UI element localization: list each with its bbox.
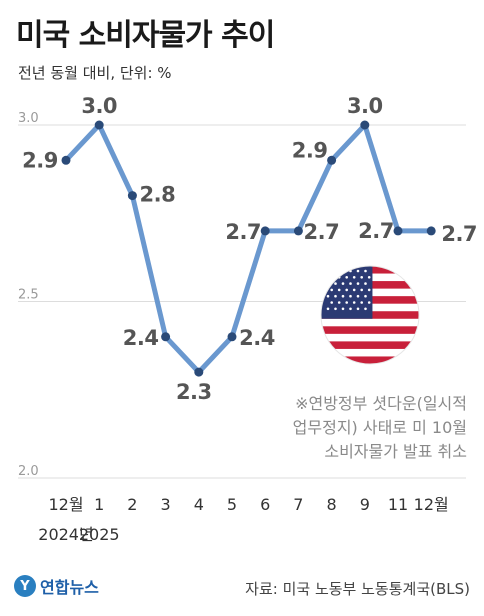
y-tick-label: 2.5 — [18, 288, 39, 303]
cpi-series-line — [63, 122, 434, 375]
data-point — [293, 226, 303, 236]
x-tick-label: 12월 — [48, 495, 83, 514]
note-line: 소비자물가 발표 취소 — [324, 442, 467, 461]
yonhap-logo-icon: Y — [14, 575, 36, 597]
data-label: 3.0 — [347, 94, 383, 118]
data-label: 2.7 — [304, 220, 340, 244]
source-credit: 자료: 미국 노동부 노동통계국(BLS) — [245, 580, 470, 598]
data-point — [194, 367, 204, 377]
y-tick-label: 3.0 — [18, 111, 39, 126]
note-line: 업무정지) 사태로 미 10월 — [292, 418, 467, 437]
data-point — [227, 332, 237, 342]
data-point — [360, 120, 370, 130]
shutdown-note: ※연방정부 셧다운(일시적 업무정지) 사태로 미 10월 소비자물가 발표 취… — [262, 392, 467, 464]
data-label: 2.4 — [123, 326, 159, 350]
data-label: 2.9 — [22, 148, 58, 172]
us-flag-icon — [320, 265, 420, 365]
data-point — [61, 155, 71, 165]
x-tick-label: 3 — [161, 495, 171, 514]
data-point — [426, 226, 436, 236]
data-point — [260, 226, 270, 236]
x-tick-label: 12월 — [414, 495, 449, 514]
data-point — [94, 120, 104, 130]
logo-text: 연합뉴스 — [40, 578, 99, 597]
data-label: 2.7 — [225, 220, 261, 244]
page-title: 미국 소비자물가 추이 — [16, 18, 275, 53]
data-label: 2.8 — [140, 183, 176, 207]
data-point — [393, 226, 403, 236]
data-label: 2.7 — [358, 219, 394, 243]
data-label: 2.3 — [176, 380, 212, 404]
chart-subtitle: 전년 동월 대비, 단위: % — [18, 64, 172, 82]
x-year-label: 2025 — [79, 525, 120, 544]
x-tick-label: 5 — [227, 495, 237, 514]
yonhap-logo: Y 연합뉴스 — [14, 574, 99, 598]
data-point — [327, 155, 337, 165]
x-tick-label: 2 — [127, 495, 137, 514]
x-tick-label: 4 — [194, 495, 204, 514]
x-tick-label: 8 — [327, 495, 337, 514]
x-tick-label: 1 — [94, 495, 104, 514]
data-label: 2.4 — [239, 326, 275, 350]
data-point — [127, 191, 137, 201]
data-label: 2.9 — [292, 138, 328, 162]
x-tick-label: 6 — [260, 495, 270, 514]
x-tick-label: 11 — [388, 495, 408, 514]
x-year-label: 2024년 — [38, 525, 93, 544]
x-tick-label: 9 — [360, 495, 370, 514]
data-point — [161, 332, 171, 342]
x-tick-label: 7 — [293, 495, 303, 514]
data-label: 2.7 — [441, 222, 477, 246]
note-line: ※연방정부 셧다운(일시적 — [295, 394, 467, 413]
y-tick-label: 2.0 — [18, 464, 39, 479]
data-label: 3.0 — [81, 94, 117, 118]
